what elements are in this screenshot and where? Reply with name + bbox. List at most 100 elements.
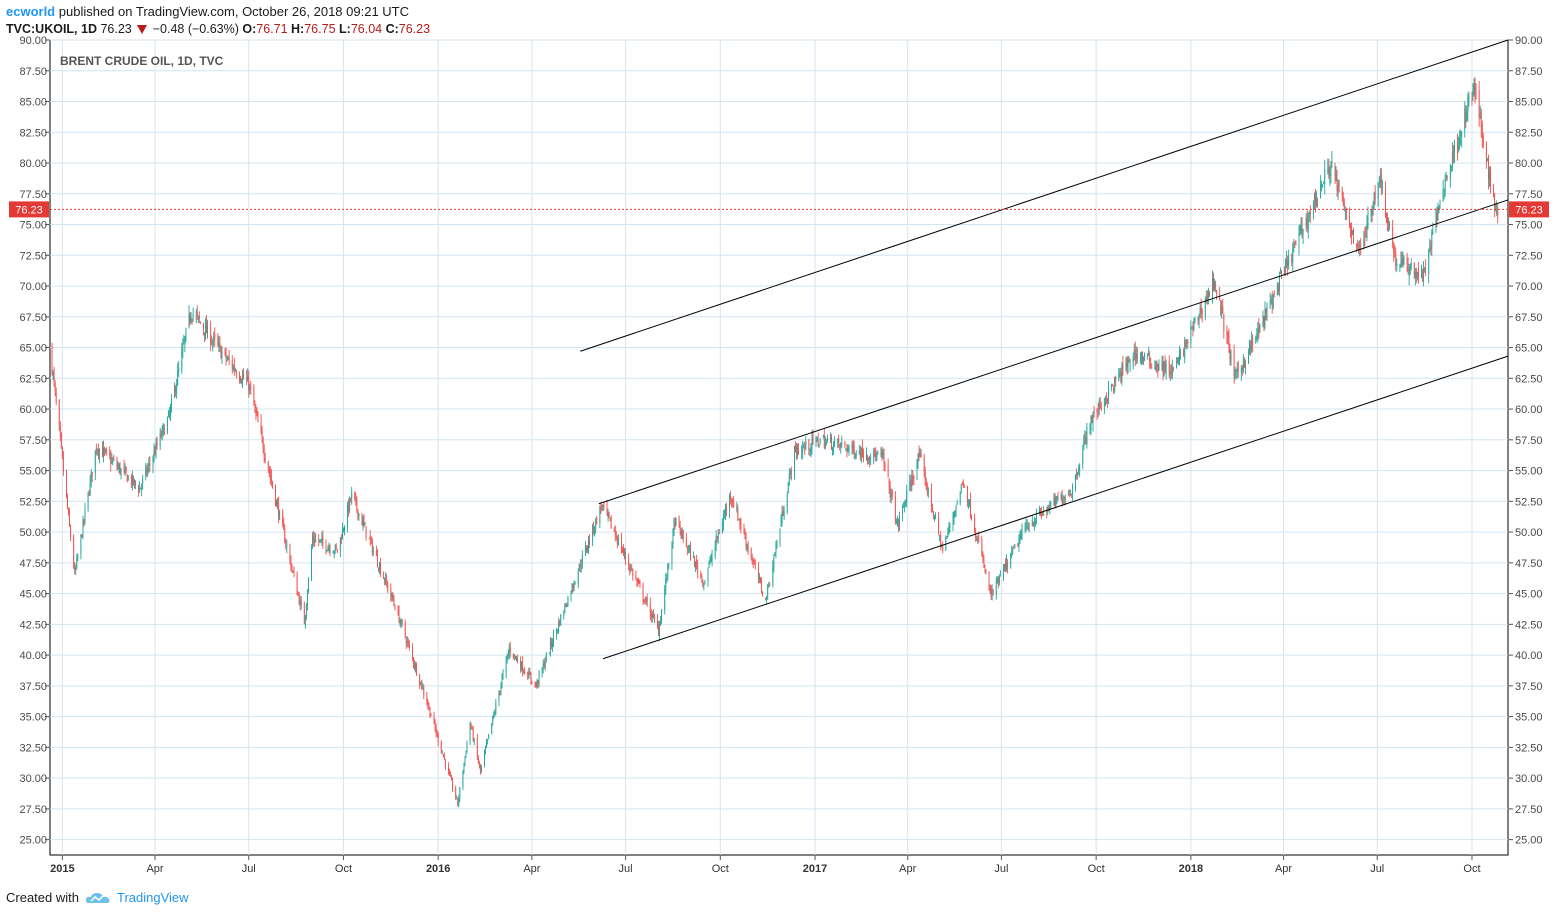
candle-body	[74, 567, 76, 571]
candle-body	[1288, 254, 1290, 266]
candle-body	[636, 579, 638, 583]
candle-body	[371, 540, 373, 553]
candle-body	[51, 345, 53, 375]
candle-body	[989, 588, 991, 590]
y-tick-label-left: 77.50	[19, 189, 47, 201]
candle-body	[241, 381, 242, 383]
candle-body	[291, 566, 293, 570]
candle-body	[1302, 228, 1304, 235]
candle-body	[170, 406, 171, 416]
candle-body	[449, 771, 450, 775]
candle-body	[927, 487, 929, 495]
candle-body	[1169, 372, 1171, 374]
candle-body	[725, 508, 726, 515]
candle-body	[1007, 562, 1009, 569]
candle-body	[643, 599, 645, 603]
candle-body	[440, 741, 442, 752]
candle-body	[498, 692, 500, 703]
candle-body	[1399, 265, 1401, 267]
candle-body	[1186, 342, 1188, 345]
candle-body	[168, 413, 170, 415]
candle-body	[116, 461, 118, 468]
candle-body	[282, 510, 284, 524]
trend-line	[580, 39, 1509, 352]
candle-body	[1084, 437, 1086, 443]
candle-body	[896, 520, 898, 523]
candle-body	[1256, 335, 1258, 338]
author-link[interactable]: ecworld	[6, 4, 56, 19]
candle-body	[356, 498, 358, 510]
candle-body	[1212, 277, 1213, 300]
created-with-label: Created with	[6, 890, 79, 905]
candle-body	[1276, 284, 1278, 295]
open-label: O:	[242, 22, 257, 36]
candle-body	[299, 600, 301, 607]
candle-body	[1335, 174, 1337, 178]
candle-body	[513, 654, 515, 657]
candle-body	[355, 497, 357, 501]
candle-body	[1449, 164, 1451, 179]
x-tick-label: Oct	[1088, 863, 1105, 875]
candle-body	[1468, 95, 1470, 99]
candle-body	[362, 520, 364, 526]
last-price-tags: 76.23 76.23	[9, 201, 1549, 218]
candle-body	[593, 525, 595, 532]
tradingview-link[interactable]: TradingView	[116, 890, 189, 905]
candle-body	[852, 443, 854, 449]
candle-body	[711, 554, 713, 561]
candle-body	[710, 559, 712, 561]
candle-body	[687, 547, 689, 549]
candle-body	[790, 470, 792, 475]
candle-body	[646, 597, 648, 602]
x-axis[interactable]: 2015 Apr Jul Oct 2016 Apr Jul Oct 2017 Apr Jul Oct 2…	[50, 855, 1481, 875]
candle-body	[1460, 133, 1462, 136]
candle-body	[124, 468, 126, 472]
candle-body	[1175, 363, 1177, 368]
candle-body	[433, 715, 435, 722]
candle-body	[658, 626, 659, 635]
candle-body	[1321, 184, 1323, 186]
candle-body	[1294, 243, 1296, 245]
candle-body	[622, 548, 623, 552]
candle-body	[529, 671, 531, 676]
candle-body	[767, 585, 769, 600]
candle-body	[298, 594, 300, 605]
candle-body	[837, 439, 839, 442]
candle-body	[188, 313, 190, 327]
candle-body	[386, 579, 388, 584]
candle-body	[1086, 426, 1088, 445]
candle-body	[1120, 370, 1122, 382]
candle-body	[1401, 257, 1403, 264]
candle-body	[411, 647, 413, 658]
candle-body	[434, 721, 436, 729]
candle-body	[563, 612, 565, 616]
candle-body	[487, 739, 489, 742]
candle-body	[391, 594, 393, 598]
candle-body	[696, 559, 698, 566]
candle-body	[1366, 224, 1368, 239]
candle-body	[372, 550, 374, 553]
candle-body	[757, 566, 759, 580]
candle-body	[493, 713, 495, 718]
candle-body	[339, 537, 341, 552]
y-axis[interactable]: 90.00 90.00 87.50 87.50 85.00 85.00 82.50 82.50…	[19, 35, 1542, 847]
candle-body	[1478, 90, 1480, 116]
candle-body	[52, 372, 54, 374]
candle-body	[1132, 356, 1134, 367]
candle-body	[491, 723, 493, 734]
candle-body	[797, 450, 798, 454]
candle-body	[1315, 191, 1316, 204]
candle-body	[528, 672, 530, 679]
candle-body	[392, 595, 394, 601]
candle-body	[1197, 316, 1199, 322]
candle-body	[469, 723, 471, 742]
candle-body	[463, 763, 465, 773]
candle-body	[970, 499, 971, 517]
candle-body	[997, 578, 999, 585]
candle-body	[1393, 242, 1395, 253]
candle-body	[1255, 337, 1257, 343]
trend-lines[interactable]	[580, 39, 1509, 660]
candle-body	[659, 624, 661, 637]
candle-body	[1149, 354, 1151, 362]
